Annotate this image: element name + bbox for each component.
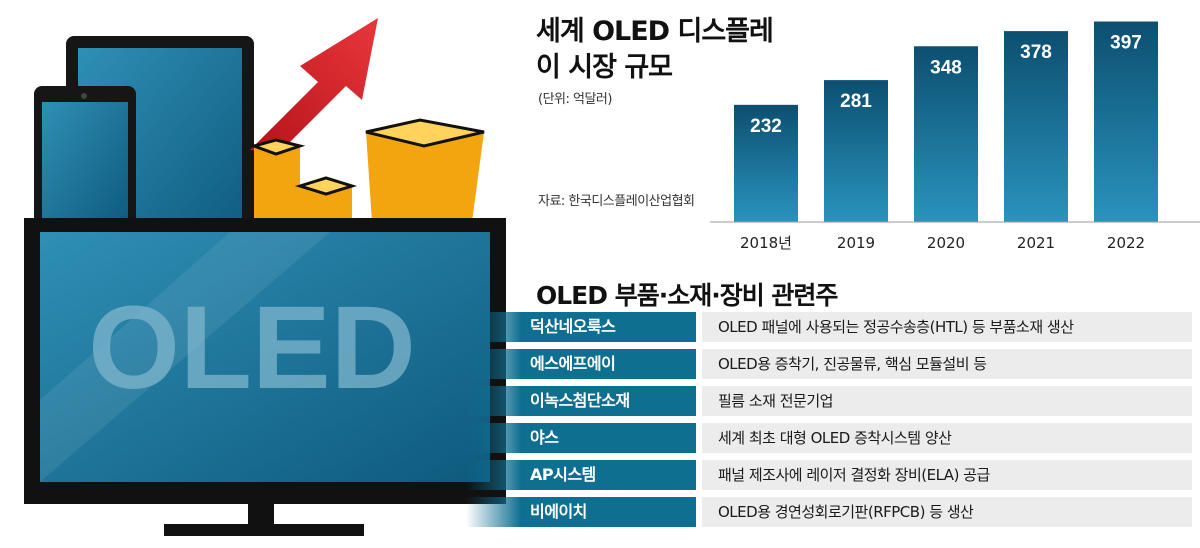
- bar-2021: [1004, 31, 1068, 222]
- tv-base: [164, 524, 364, 536]
- table-row: 덕산네오룩스 OLED 패널에 사용되는 정공수송층(HTL) 등 부품소재 생…: [466, 312, 1200, 342]
- company-description: OLED용 경연성회로기판(RFPCB) 등 생산: [702, 497, 1192, 527]
- chart-source: 자료: 한국디스플레이산업협회: [538, 194, 695, 209]
- bar-value-label: 397: [1110, 33, 1142, 54]
- coin-stack-icon: [249, 118, 485, 222]
- oled-devices-illustration: OLED: [24, 18, 506, 536]
- bar-value-label: 378: [1020, 42, 1052, 63]
- company-name: AP시스템: [466, 460, 696, 490]
- company-description: OLED용 증착기, 진공물류, 핵심 모듈설비 등: [702, 349, 1192, 379]
- table-row: 비에이치 OLED용 경연성회로기판(RFPCB) 등 생산: [466, 497, 1200, 527]
- bar-chart: 232 2018년 281 2019 348 2020 378 2021 397 2022: [710, 21, 1200, 252]
- bar-2018년: [734, 104, 798, 222]
- bar-value-label: 232: [750, 116, 782, 137]
- table-row: 이녹스첨단소재 필름 소재 전문기업: [466, 386, 1200, 416]
- company-name: 이녹스첨단소재: [466, 386, 696, 416]
- table-row: 에스에프에이 OLED용 증착기, 진공물류, 핵심 모듈설비 등: [466, 349, 1200, 379]
- bar-value-label: 348: [930, 57, 962, 78]
- chart-unit: (단위: 억달러): [538, 92, 612, 107]
- x-tick-label: 2019: [837, 234, 875, 252]
- growth-arrow-icon: [250, 18, 378, 154]
- company-description: OLED 패널에 사용되는 정공수송층(HTL) 등 부품소재 생산: [702, 312, 1192, 342]
- bar-2020: [914, 46, 978, 223]
- related-stocks-table: 덕산네오룩스 OLED 패널에 사용되는 정공수송층(HTL) 등 부품소재 생…: [466, 312, 1200, 534]
- table-row: AP시스템 패널 제조사에 레이저 결정화 장비(ELA) 공급: [466, 460, 1200, 490]
- tv-oled-text: OLED: [88, 282, 416, 414]
- company-description: 필름 소재 전문기업: [702, 386, 1192, 416]
- company-name: 야스: [466, 423, 696, 453]
- x-tick-label: 2021: [1017, 234, 1055, 252]
- company-name: 덕산네오룩스: [466, 312, 696, 342]
- table-row: 야스 세계 최초 대형 OLED 증착시스템 양산: [466, 423, 1200, 453]
- tv-stand: [248, 504, 274, 526]
- x-tick-label: 2022: [1107, 234, 1145, 252]
- x-tick-label: 2020: [927, 234, 965, 252]
- bar-2019: [824, 80, 888, 222]
- company-name: 비에이치: [466, 497, 696, 527]
- chart-title: 세계 OLED 디스플레이 시장 규모: [536, 16, 774, 83]
- tv-screen: [40, 232, 490, 482]
- x-tick-label: 2018년: [740, 234, 792, 252]
- company-description: 세계 최초 대형 OLED 증착시스템 양산: [702, 423, 1192, 453]
- bar-value-label: 281: [840, 91, 872, 112]
- related-stocks-title: OLED 부품·소재·장비 관련주: [536, 281, 838, 310]
- company-description: 패널 제조사에 레이저 결정화 장비(ELA) 공급: [702, 460, 1192, 490]
- bar-2022: [1094, 21, 1158, 222]
- company-name: 에스에프에이: [466, 349, 696, 379]
